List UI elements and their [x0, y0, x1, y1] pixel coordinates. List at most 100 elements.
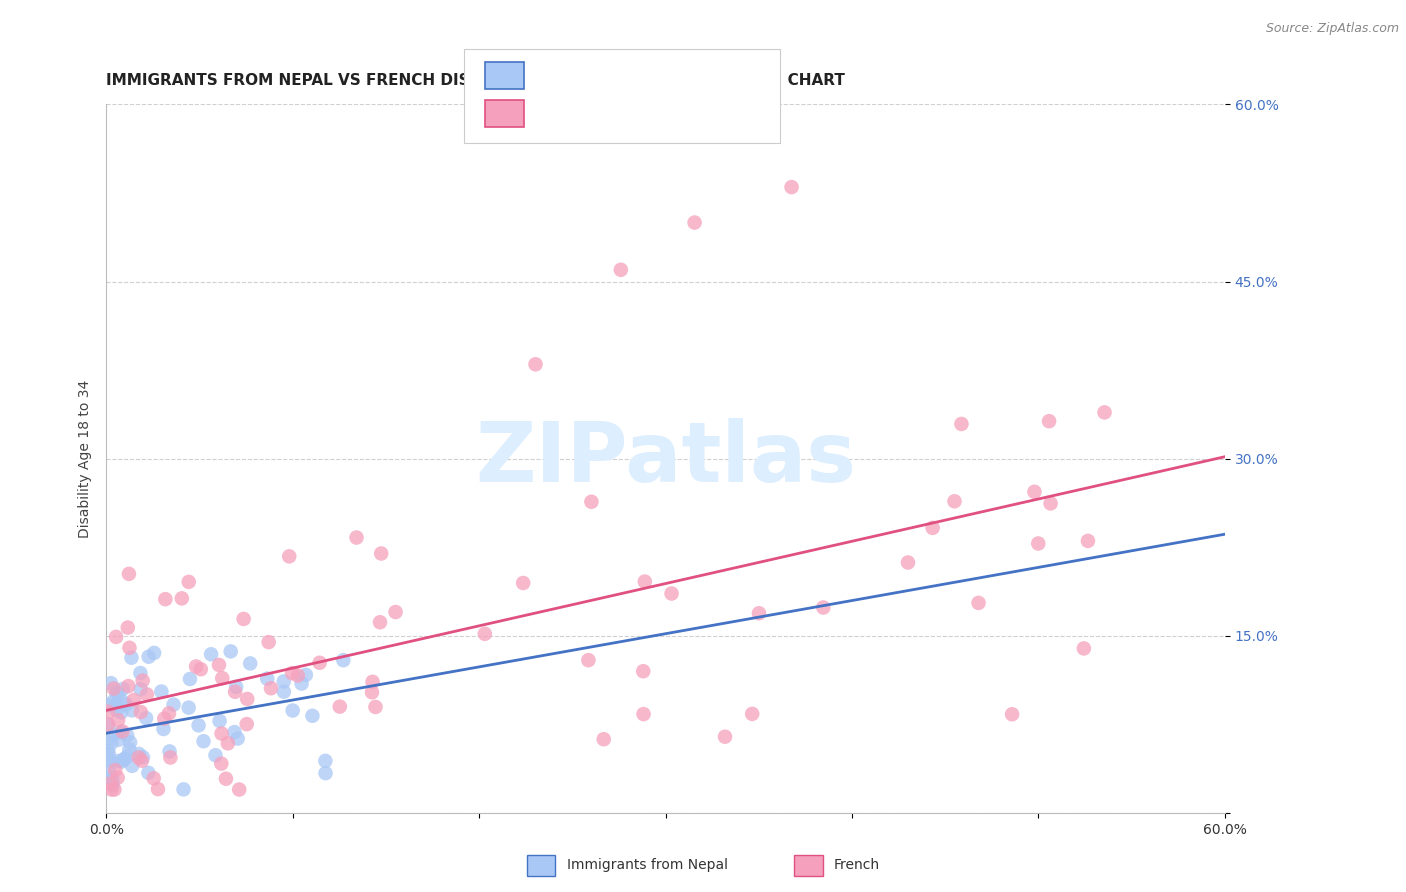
Point: [100, 776, 122, 790]
Point: [592, 732, 614, 747]
Point: [98, 755, 121, 769]
Point: [142, 772, 165, 786]
Point: [138, 649, 160, 664]
Point: [239, 657, 262, 671]
Point: [97, 743, 120, 757]
Point: [897, 556, 920, 570]
Point: [152, 722, 174, 736]
Text: Immigrants from Nepal: Immigrants from Nepal: [567, 858, 728, 872]
Point: [98, 771, 121, 785]
Point: [100, 782, 122, 797]
Point: [219, 644, 242, 658]
Point: [1001, 707, 1024, 722]
Point: [190, 662, 212, 676]
Point: [107, 687, 129, 701]
Point: [103, 681, 125, 696]
Point: [112, 695, 135, 709]
Text: N =: N =: [627, 104, 679, 122]
Text: 86: 86: [679, 104, 702, 122]
Point: [97, 698, 120, 713]
Point: [1039, 496, 1062, 510]
Point: [105, 686, 128, 700]
Point: [257, 635, 280, 649]
Point: [633, 707, 655, 722]
Point: [950, 417, 973, 431]
Point: [204, 748, 226, 763]
Point: [162, 698, 184, 712]
Point: [217, 736, 239, 750]
Point: [260, 681, 283, 696]
Point: [1038, 414, 1060, 428]
Text: IMMIGRANTS FROM NEPAL VS FRENCH DISABILITY AGE 18 TO 34 CORRELATION CHART: IMMIGRANTS FROM NEPAL VS FRENCH DISABILI…: [107, 73, 845, 88]
Point: [184, 659, 207, 673]
Point: [741, 706, 763, 721]
Point: [132, 750, 155, 764]
Point: [159, 744, 181, 758]
Point: [143, 646, 166, 660]
Text: 0.514: 0.514: [569, 104, 621, 122]
Text: N =: N =: [627, 67, 679, 85]
Point: [208, 714, 231, 728]
Point: [97, 718, 120, 732]
Point: [117, 621, 139, 635]
Point: [346, 531, 368, 545]
Point: [146, 782, 169, 797]
Point: [159, 750, 181, 764]
Text: Source: ZipAtlas.com: Source: ZipAtlas.com: [1265, 22, 1399, 36]
Point: [101, 778, 124, 792]
Point: [634, 574, 657, 589]
Point: [128, 747, 150, 761]
Point: [129, 705, 152, 719]
Point: [97, 747, 120, 762]
Point: [1024, 484, 1046, 499]
Point: [97, 717, 120, 731]
Point: [112, 753, 135, 767]
Point: [278, 549, 301, 564]
Point: [273, 684, 295, 698]
Point: [256, 672, 278, 686]
Point: [150, 684, 173, 698]
Point: [103, 694, 125, 708]
Point: [384, 605, 406, 619]
Point: [170, 591, 193, 606]
Point: [105, 630, 128, 644]
Y-axis label: Disability Age 18 to 34: Disability Age 18 to 34: [79, 380, 93, 538]
Point: [287, 668, 309, 682]
Point: [281, 704, 304, 718]
Point: [225, 680, 247, 694]
Point: [103, 727, 125, 741]
Point: [115, 729, 138, 743]
Point: [117, 748, 139, 763]
Text: 0.066: 0.066: [569, 67, 621, 85]
Point: [295, 668, 318, 682]
Point: [228, 782, 250, 797]
Point: [97, 731, 120, 746]
Point: [780, 180, 803, 194]
Point: [368, 615, 391, 630]
Point: [813, 600, 835, 615]
Point: [104, 763, 127, 777]
Text: R =: R =: [538, 67, 575, 85]
Point: [118, 566, 141, 581]
Point: [236, 692, 259, 706]
Point: [332, 653, 354, 667]
Point: [748, 606, 770, 620]
Point: [683, 215, 706, 229]
Point: [118, 742, 141, 756]
Point: [97, 773, 120, 788]
Text: French: French: [834, 858, 880, 872]
Point: [131, 754, 153, 768]
Point: [157, 706, 180, 721]
Point: [135, 687, 157, 701]
Point: [179, 672, 201, 686]
Point: [291, 676, 314, 690]
Point: [97, 705, 120, 719]
Point: [104, 698, 127, 712]
Point: [155, 592, 177, 607]
Point: [211, 671, 233, 685]
Point: [1077, 533, 1099, 548]
Point: [329, 699, 352, 714]
Point: [314, 754, 336, 768]
Point: [1094, 405, 1116, 419]
Point: [208, 657, 231, 672]
